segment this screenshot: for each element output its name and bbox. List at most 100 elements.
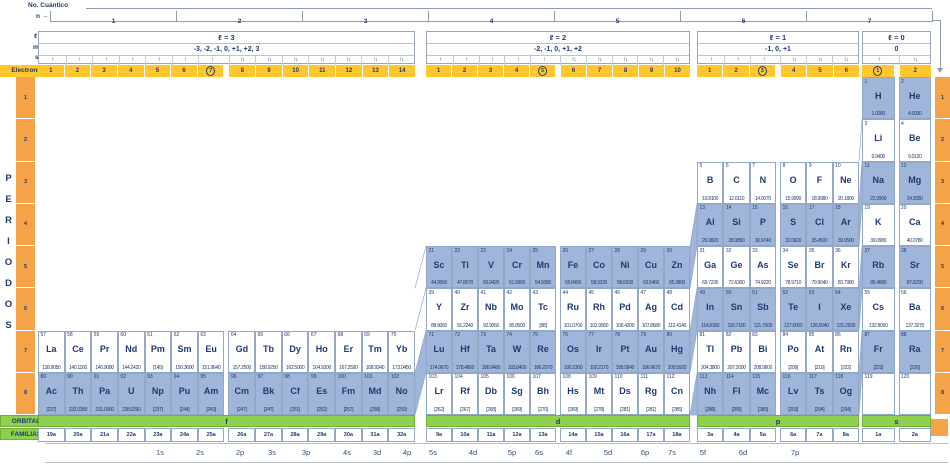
element-Cr[interactable]: 24 Cr 51.9960 <box>504 246 530 289</box>
element-Er[interactable]: 68 Er 167.2590 <box>335 330 362 373</box>
element-Xe[interactable]: 54 Xe 131.2930 <box>832 288 859 331</box>
element-No[interactable]: 102 No [259] <box>388 372 415 415</box>
element-Mn[interactable]: 25 Mn 54.9380 <box>530 246 556 289</box>
element-Am[interactable]: 95 Am [243] <box>197 372 225 415</box>
element-Ra[interactable]: 88 Ra [226] <box>898 330 931 373</box>
element-Mt[interactable]: 109 Mt [278] <box>586 372 612 415</box>
element-Mc[interactable]: 115 Mc [289] <box>749 372 776 415</box>
element-Ru[interactable]: 44 Ru 101.0700 <box>560 288 586 331</box>
element-Kr[interactable]: 36 Kr 83.7980 <box>832 246 859 289</box>
element-Nb[interactable]: 41 Nb 92.9060 <box>478 288 504 331</box>
element-120[interactable]: 120 <box>898 372 931 415</box>
element-W[interactable]: 74 W 183.8400 <box>504 330 530 373</box>
element-Cd[interactable]: 48 Cd 112.4140 <box>664 288 690 331</box>
element-Cm[interactable]: 96 Cm [247] <box>228 372 256 415</box>
element-Pu[interactable]: 94 Pu [244] <box>171 372 198 415</box>
element-As[interactable]: 33 As 74.9220 <box>749 246 776 289</box>
element-Ti[interactable]: 22 Ti 47.8670 <box>452 246 478 289</box>
element-Ta[interactable]: 73 Ta 180.9480 <box>478 330 504 373</box>
element-Db[interactable]: 105 Db [268] <box>478 372 504 415</box>
element-Pa[interactable]: 91 Pa 231.0360 <box>91 372 118 415</box>
element-Fe[interactable]: 26 Fe 55.8450 <box>560 246 586 289</box>
element-Fl[interactable]: 114 Fl [289] <box>723 372 750 415</box>
element-Ar[interactable]: 18 Ar 39.9500 <box>832 203 859 246</box>
element-La[interactable]: 57 La 138.9050 <box>38 330 65 373</box>
element-Al[interactable]: 13 Al 26.9820 <box>697 203 724 246</box>
element-Cs[interactable]: 55 Cs 132.9050 <box>862 288 895 331</box>
element-Pr[interactable]: 59 Pr 140.9080 <box>91 330 118 373</box>
element-Sr[interactable]: 38 Sr 87.6200 <box>898 246 931 289</box>
element-Sn[interactable]: 50 Sn 118.7100 <box>723 288 750 331</box>
element-Th[interactable]: 90 Th 232.0380 <box>64 372 92 415</box>
element-Hs[interactable]: 108 Hs [269] <box>560 372 586 415</box>
element-Te[interactable]: 52 Te 127.6000 <box>780 288 807 331</box>
element-N[interactable]: 7 N 14.0070 <box>749 161 776 204</box>
element-Cl[interactable]: 17 Cl 35.4500 <box>806 203 833 246</box>
element-Lr[interactable]: 103 Lr [262] <box>426 372 452 415</box>
element-Be[interactable]: 4 Be 9.0120 <box>898 119 931 162</box>
element-Ac[interactable]: 89 Ac [227] <box>38 372 65 415</box>
element-Og[interactable]: 118 Og [294] <box>832 372 859 415</box>
element-O[interactable]: 8 O 15.9990 <box>780 161 807 204</box>
element-H[interactable]: 1 H 1.0080 <box>862 77 895 120</box>
element-Os[interactable]: 76 Os 190.2300 <box>560 330 586 373</box>
element-Sm[interactable]: 62 Sm 150.3600 <box>171 330 198 373</box>
element-Y[interactable]: 39 Y 88.9060 <box>426 288 452 331</box>
element-F[interactable]: 9 F 18.9980 <box>806 161 833 204</box>
element-At[interactable]: 85 At [210] <box>806 330 833 373</box>
element-Ge[interactable]: 32 Ge 72.6300 <box>723 246 750 289</box>
element-I[interactable]: 53 I 126.9040 <box>806 288 833 331</box>
element-Lu[interactable]: 71 Lu 174.9670 <box>426 330 452 373</box>
element-Gd[interactable]: 64 Gd 157.2500 <box>228 330 256 373</box>
element-Pt[interactable]: 78 Pt 195.0840 <box>612 330 638 373</box>
element-Rf[interactable]: 104 Rf [267] <box>452 372 478 415</box>
element-Re[interactable]: 75 Re 186.2070 <box>530 330 556 373</box>
element-Ag[interactable]: 47 Ag 107.8680 <box>638 288 664 331</box>
element-Ni[interactable]: 28 Ni 58.6930 <box>612 246 638 289</box>
element-Mg[interactable]: 12 Mg 24.3050 <box>898 161 931 204</box>
element-119[interactable]: 119 <box>862 372 895 415</box>
element-Sb[interactable]: 51 Sb 121.7600 <box>749 288 776 331</box>
element-Dy[interactable]: 66 Dy 162.5000 <box>281 330 309 373</box>
element-Rg[interactable]: 111 Rg [281] <box>638 372 664 415</box>
element-Sg[interactable]: 106 Sg [269] <box>504 372 530 415</box>
element-Ts[interactable]: 117 Ts [294] <box>806 372 833 415</box>
element-Rh[interactable]: 45 Rh 102.9060 <box>586 288 612 331</box>
element-Tb[interactable]: 65 Tb 158.9250 <box>255 330 282 373</box>
element-Tl[interactable]: 81 Tl 204.3800 <box>697 330 724 373</box>
element-Tc[interactable]: 43 Tc [98] <box>530 288 556 331</box>
element-Br[interactable]: 35 Br 79.9040 <box>806 246 833 289</box>
element-Mo[interactable]: 42 Mo 95.9500 <box>504 288 530 331</box>
element-K[interactable]: 19 K 39.0980 <box>862 203 895 246</box>
element-Rb[interactable]: 37 Rb 85.4680 <box>862 246 895 289</box>
element-Ho[interactable]: 67 Ho 164.9300 <box>308 330 336 373</box>
element-Pm[interactable]: 61 Pm [145] <box>144 330 172 373</box>
element-Ne[interactable]: 10 Ne 20.1800 <box>832 161 859 204</box>
element-Zr[interactable]: 40 Zr 91.2240 <box>452 288 478 331</box>
element-Po[interactable]: 84 Po [209] <box>780 330 807 373</box>
element-Tm[interactable]: 69 Tm 168.9340 <box>361 330 389 373</box>
element-Np[interactable]: 93 Np [237] <box>144 372 172 415</box>
element-Es[interactable]: 99 Es [252] <box>308 372 336 415</box>
element-Na[interactable]: 11 Na 22.9900 <box>862 161 895 204</box>
element-Nd[interactable]: 60 Nd 144.2420 <box>117 330 145 373</box>
element-Li[interactable]: 3 Li 6.9400 <box>862 119 895 162</box>
element-Hf[interactable]: 72 Hf 178.4860 <box>452 330 478 373</box>
element-Cu[interactable]: 29 Cu 63.5460 <box>638 246 664 289</box>
element-Sc[interactable]: 21 Sc 44.9560 <box>426 246 452 289</box>
element-Pd[interactable]: 46 Pd 106.4200 <box>612 288 638 331</box>
element-Co[interactable]: 27 Co 58.9330 <box>586 246 612 289</box>
element-In[interactable]: 49 In 114.8180 <box>697 288 724 331</box>
element-S[interactable]: 16 S 32.0600 <box>780 203 807 246</box>
element-Rn[interactable]: 86 Rn [222] <box>832 330 859 373</box>
element-Ba[interactable]: 56 Ba 137.3270 <box>898 288 931 331</box>
element-Ga[interactable]: 31 Ga 69.7230 <box>697 246 724 289</box>
element-Bh[interactable]: 107 Bh [270] <box>530 372 556 415</box>
element-Se[interactable]: 34 Se 78.9710 <box>780 246 807 289</box>
element-Bk[interactable]: 97 Bk [247] <box>255 372 282 415</box>
element-Zn[interactable]: 30 Zn 65.3800 <box>664 246 690 289</box>
element-Hg[interactable]: 80 Hg 200.5920 <box>664 330 690 373</box>
element-Ce[interactable]: 58 Ce 140.1160 <box>64 330 92 373</box>
element-Yb[interactable]: 70 Yb 173.0450 <box>388 330 415 373</box>
element-V[interactable]: 23 V 50.9420 <box>478 246 504 289</box>
